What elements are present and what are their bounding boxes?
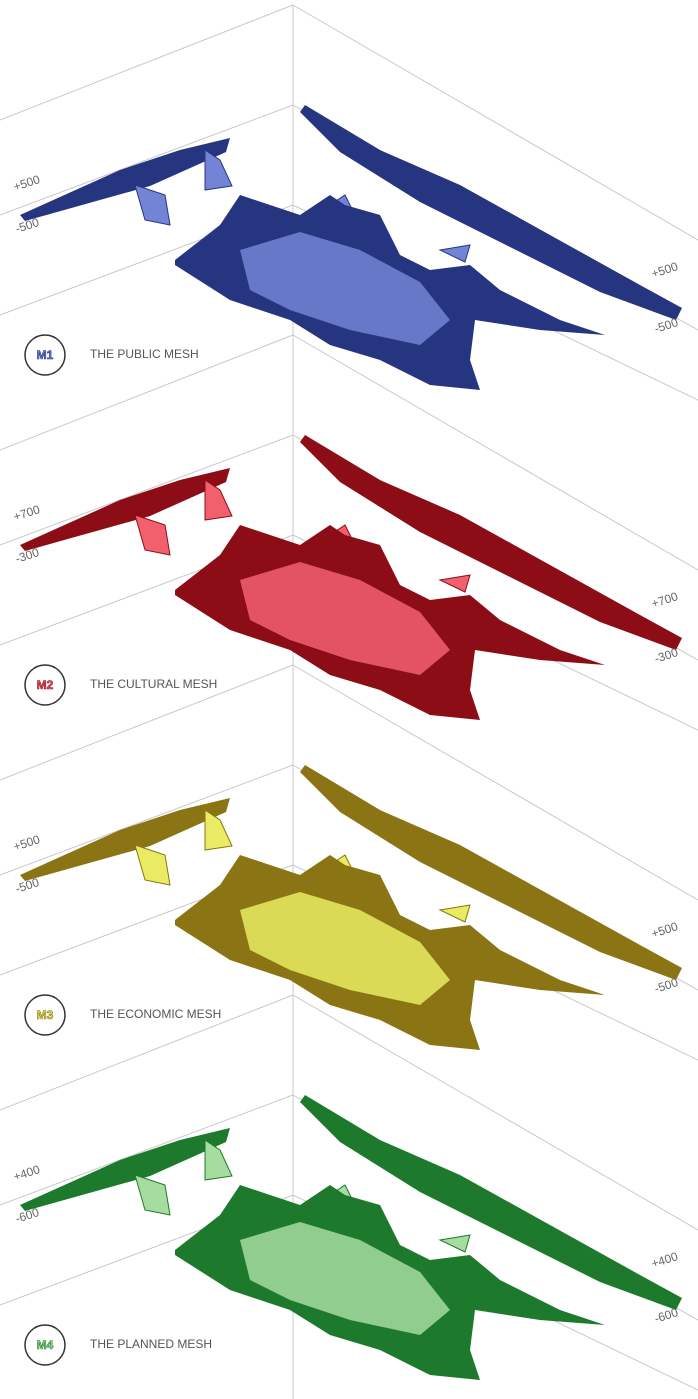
mesh-fragment: [438, 1234, 471, 1253]
axis-label: -300: [14, 545, 41, 566]
mesh-surface-light: [240, 1222, 450, 1335]
axis-line: [0, 434, 294, 546]
mesh-fragment: [134, 1174, 171, 1216]
mesh-icon-label: M2: [37, 678, 54, 692]
mesh-fragment: [204, 809, 233, 851]
axis-label: +400: [12, 1162, 42, 1184]
axis-line: [292, 4, 698, 241]
axis-label: +500: [12, 832, 42, 854]
mesh-icon: [24, 664, 66, 706]
axis-line: [0, 764, 294, 876]
axis-label: -500: [653, 315, 680, 336]
mesh-fragment: [134, 844, 171, 886]
mesh-fragment: [204, 1139, 233, 1181]
axis-line: [0, 1094, 294, 1206]
mesh-icon-label: M4: [37, 1338, 54, 1352]
axis-line: [292, 994, 698, 1231]
mesh-strip: [300, 435, 682, 650]
mesh-fragment: [134, 514, 171, 556]
mesh-strip: [300, 1095, 682, 1310]
mesh-icon: [24, 334, 66, 376]
mesh-strip: [20, 798, 230, 881]
mesh-surface-light: [240, 892, 450, 1005]
mesh-panel: +700 -300 +700 -300 M2 THE CULTURAL MESH: [0, 334, 698, 740]
axis-label: +700: [650, 589, 680, 611]
axis-label: -600: [653, 1305, 680, 1326]
mesh-fragment: [438, 904, 471, 923]
axis-label: +700: [12, 502, 42, 524]
axis-line: [0, 994, 294, 1111]
mesh-fragment: [438, 244, 471, 263]
mesh-panel: +500 -500 +500 -500 M3 THE ECONOMIC MESH: [0, 664, 698, 1070]
axis-line: [0, 4, 294, 121]
mesh-fragment: [204, 479, 233, 521]
axis-label: -500: [14, 215, 41, 236]
mesh-strip: [300, 105, 682, 320]
axis-label: -500: [14, 875, 41, 896]
axis-label: -300: [653, 645, 680, 666]
mesh-title: THE PUBLIC MESH: [90, 347, 199, 361]
mesh-title: THE CULTURAL MESH: [90, 677, 217, 691]
axis-line: [0, 104, 294, 216]
axis-label: -600: [14, 1205, 41, 1226]
mesh-fragment: [204, 149, 233, 191]
mesh-strip: [20, 468, 230, 551]
axis-line: [0, 334, 294, 451]
mesh-surface-light: [240, 232, 450, 345]
mesh-icon: [24, 1324, 66, 1366]
mesh-strip: [300, 765, 682, 980]
axis-line: [0, 664, 294, 781]
mesh-icon-label: M3: [37, 1008, 54, 1022]
axis-label: +500: [12, 172, 42, 194]
mesh-strip: [20, 1128, 230, 1211]
mesh-title: THE ECONOMIC MESH: [90, 1007, 221, 1021]
axis-label: +500: [650, 919, 680, 941]
mesh-strip: [20, 138, 230, 221]
mesh-fragment: [134, 184, 171, 226]
mesh-surface-light: [240, 562, 450, 675]
axis-label: -500: [653, 975, 680, 996]
mesh-panel: +400 -600 +400 -600 M4 THE PLANNED MESH: [0, 994, 698, 1399]
mesh-title: THE PLANNED MESH: [90, 1337, 212, 1351]
axis-label: +400: [650, 1249, 680, 1271]
mesh-icon-label: M1: [37, 348, 54, 362]
mesh-icon: [24, 994, 66, 1036]
mesh-panel: +500 -500 +500 -500 M1 THE PUBLIC MESH: [0, 4, 698, 410]
mesh-fragment: [438, 574, 471, 593]
axis-label: +500: [650, 259, 680, 281]
axis-line: [292, 664, 698, 901]
axis-line: [292, 334, 698, 571]
